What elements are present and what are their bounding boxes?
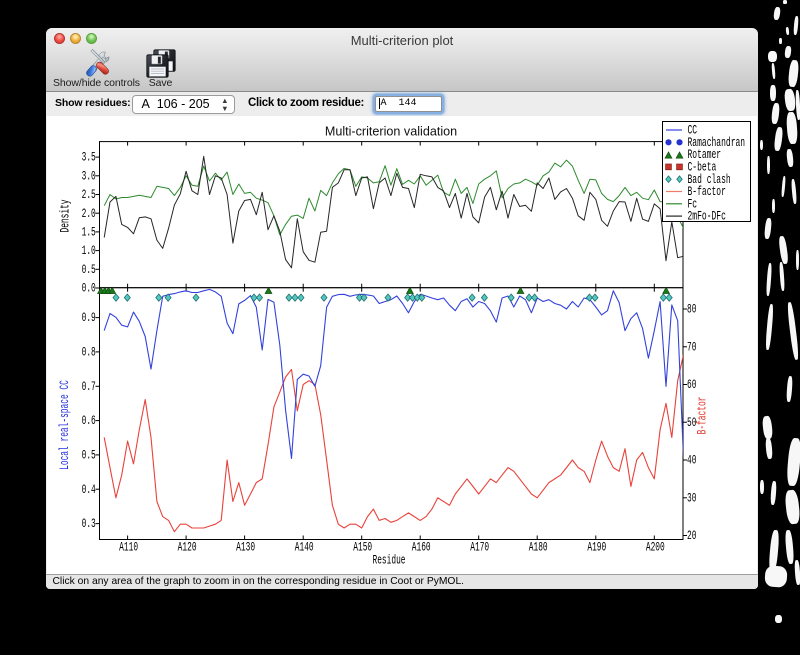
svg-text:A120: A120 (178, 540, 197, 555)
svg-text:CC: CC (688, 123, 698, 138)
svg-text:Density: Density (58, 199, 73, 232)
svg-text:A140: A140 (295, 540, 314, 555)
svg-text:A160: A160 (412, 540, 431, 555)
svg-text:3.0: 3.0 (82, 168, 96, 183)
svg-text:2.0: 2.0 (82, 206, 96, 221)
svg-text:Multi-criterion validation: Multi-criterion validation (325, 125, 457, 139)
svg-text:80: 80 (687, 302, 696, 317)
svg-text:Rotamer: Rotamer (688, 147, 722, 162)
svg-text:A190: A190 (587, 540, 606, 555)
svg-text:C-beta: C-beta (688, 160, 717, 175)
svg-text:1.5: 1.5 (82, 225, 96, 240)
svg-text:B-factor: B-factor (695, 397, 710, 435)
svg-text:A150: A150 (353, 540, 372, 555)
svg-text:30: 30 (687, 490, 696, 505)
svg-text:40: 40 (687, 453, 696, 468)
svg-text:A180: A180 (529, 540, 548, 555)
svg-text:0.3: 0.3 (82, 516, 96, 531)
svg-text:Bad clash: Bad clash (688, 172, 731, 187)
svg-text:3.5: 3.5 (82, 150, 96, 165)
svg-text:A170: A170 (470, 540, 489, 555)
svg-text:0.6: 0.6 (82, 413, 96, 428)
svg-text:0.9: 0.9 (82, 310, 96, 325)
svg-text:20: 20 (687, 528, 696, 543)
svg-text:0.0: 0.0 (82, 281, 96, 296)
svg-text:Local real-space CC: Local real-space CC (57, 380, 72, 470)
svg-text:1.0: 1.0 (82, 243, 96, 258)
svg-text:2.5: 2.5 (82, 187, 96, 202)
svg-text:0.8: 0.8 (82, 345, 96, 360)
svg-text:50: 50 (687, 415, 696, 430)
svg-text:0.5: 0.5 (82, 262, 96, 277)
svg-text:B-factor: B-factor (688, 184, 726, 199)
svg-text:A200: A200 (646, 540, 665, 555)
svg-text:Ramachandran: Ramachandran (688, 135, 746, 150)
svg-text:70: 70 (687, 339, 696, 354)
svg-text:A110: A110 (119, 540, 138, 555)
svg-text:2mFo-DFc: 2mFo-DFc (688, 209, 726, 224)
svg-text:0.7: 0.7 (82, 379, 96, 394)
svg-text:0.4: 0.4 (82, 482, 96, 497)
svg-text:A130: A130 (236, 540, 255, 555)
svg-text:Fc: Fc (688, 196, 698, 211)
svg-text:60: 60 (687, 377, 696, 392)
svg-text:Residue: Residue (373, 553, 406, 568)
svg-text:0.5: 0.5 (82, 448, 96, 463)
